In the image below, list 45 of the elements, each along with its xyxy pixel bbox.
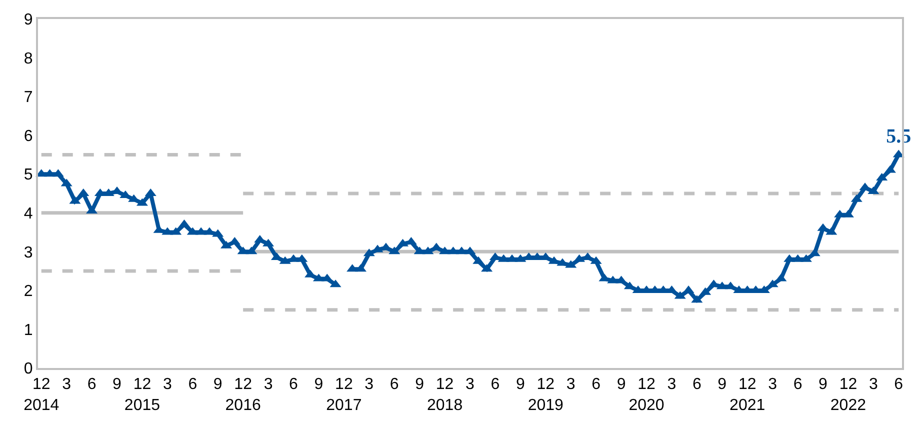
x-tick-label: 3 <box>667 376 676 394</box>
x-tick-label: 12 2014 <box>24 376 60 414</box>
x-tick-label: 3 <box>62 376 72 394</box>
y-tick-label: 6 <box>24 128 33 145</box>
x-tick-label: 6 <box>289 376 298 394</box>
x-tick-label: 3 <box>768 376 778 394</box>
y-tick-label: 2 <box>24 283 33 300</box>
y-tick-label: 7 <box>24 89 33 106</box>
x-tick-label: 9 <box>718 376 727 394</box>
x-tick-label: 3 <box>364 376 374 394</box>
y-tick-label: 3 <box>24 244 33 262</box>
y-tick-label: 1 <box>24 322 33 339</box>
x-tick-label: 12 2018 <box>426 376 463 414</box>
y-tick-label: 8 <box>24 50 33 68</box>
x-tick-label: 9 <box>314 376 324 394</box>
x-tick-label: 12 2021 <box>730 376 766 414</box>
x-tick-label: 9 <box>516 376 525 394</box>
x-tick-label: 9 <box>415 376 424 394</box>
x-tick-label: 12 2017 <box>326 376 362 414</box>
y-tick-label: 9 <box>24 12 33 29</box>
y-tick-label: 0 <box>24 360 33 378</box>
x-tick-label: 9 <box>818 376 828 394</box>
x-tick-label: 3 <box>162 376 172 394</box>
x-tick-label: 6 <box>87 376 96 394</box>
y-tick-label: 4 <box>24 205 33 222</box>
x-tick-label: 6 <box>490 376 500 394</box>
x-tick-label: 6 <box>793 376 802 394</box>
x-tick-label: 12 2020 <box>628 376 664 414</box>
x-tick-label: 9 <box>616 376 626 394</box>
x-tick-label: 9 <box>213 376 222 394</box>
x-tick-label: 3 <box>466 376 475 394</box>
x-tick-label: 6 <box>188 376 198 394</box>
x-tick-label: 12 2022 <box>830 376 866 414</box>
x-tick-label: 12 2015 <box>124 376 160 414</box>
x-tick-label: 3 <box>868 376 878 394</box>
x-tick-label: 12 2016 <box>225 376 261 414</box>
x-tick-label: 3 <box>264 376 273 394</box>
x-tick-label: 6 <box>592 376 601 394</box>
y-tick-label: 5 <box>24 166 33 184</box>
x-tick-label: 6 <box>692 376 702 394</box>
x-tick-label: 6 <box>894 376 904 394</box>
x-tick-label: 9 <box>112 376 122 394</box>
x-tick-label: 12 2019 <box>528 376 564 414</box>
x-tick-label: 3 <box>566 376 576 394</box>
x-tick-label: 6 <box>390 376 399 394</box>
